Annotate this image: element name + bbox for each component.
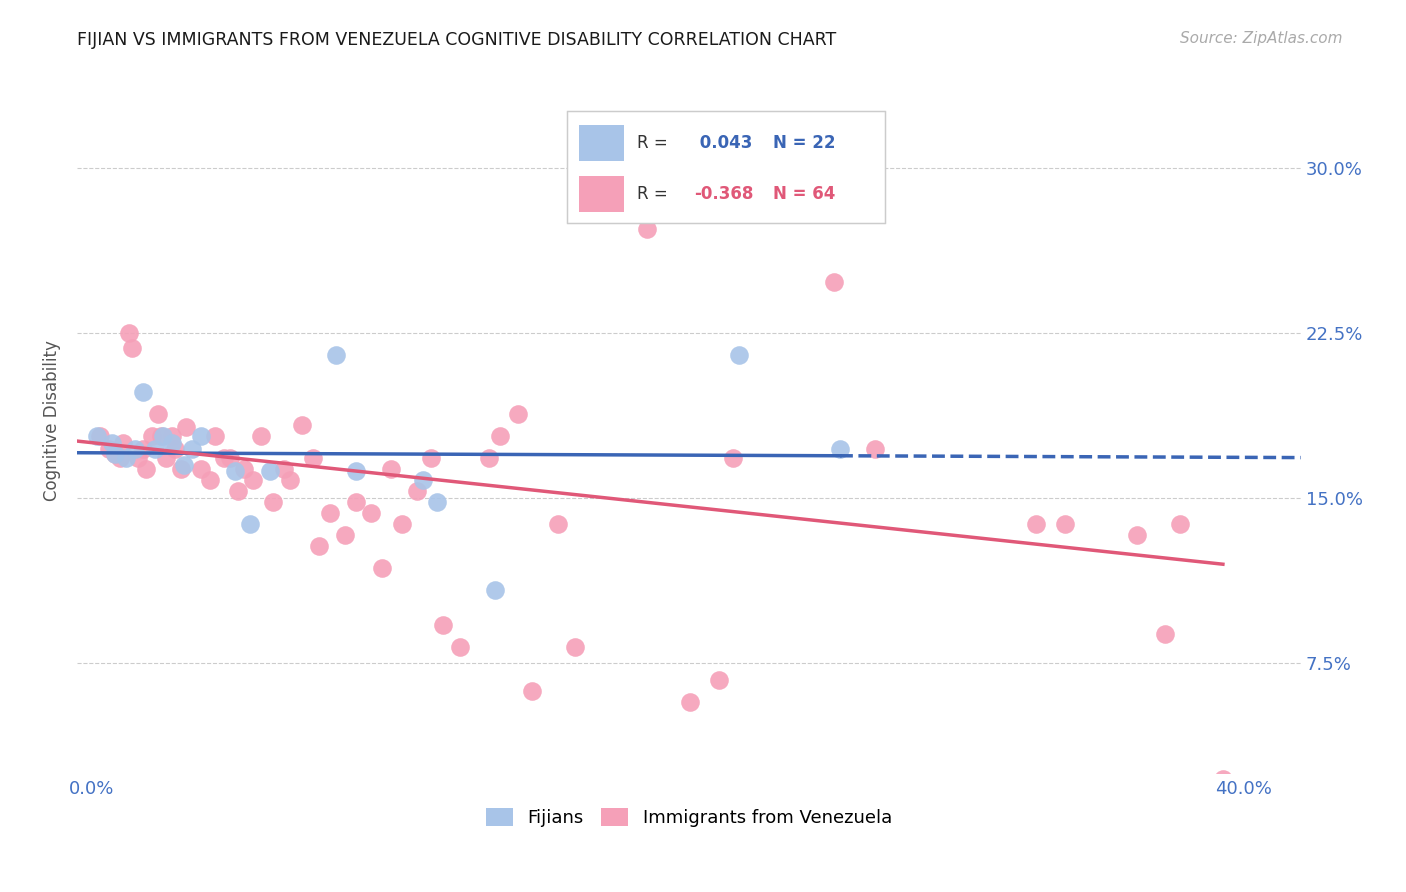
Point xyxy=(124,442,146,457)
Point xyxy=(97,442,120,457)
Point xyxy=(181,442,204,457)
Point xyxy=(259,464,281,478)
Point xyxy=(146,407,169,421)
Point xyxy=(239,517,262,532)
Point xyxy=(132,442,155,457)
Point xyxy=(204,429,226,443)
Point xyxy=(302,451,325,466)
Point xyxy=(176,420,198,434)
Point xyxy=(1168,517,1191,532)
Point xyxy=(1125,528,1147,542)
Point xyxy=(143,442,166,457)
Point xyxy=(103,447,125,461)
Point xyxy=(564,640,586,655)
Point xyxy=(103,447,125,461)
Point xyxy=(141,429,163,443)
Point xyxy=(344,495,367,509)
Point xyxy=(190,462,212,476)
Point xyxy=(360,506,382,520)
Point xyxy=(1025,517,1047,532)
Point xyxy=(262,495,284,509)
Point xyxy=(723,451,745,466)
Point xyxy=(149,429,172,443)
Text: FIJIAN VS IMMIGRANTS FROM VENEZUELA COGNITIVE DISABILITY CORRELATION CHART: FIJIAN VS IMMIGRANTS FROM VENEZUELA COGN… xyxy=(77,31,837,49)
Point xyxy=(371,561,394,575)
Point xyxy=(506,407,529,421)
Point xyxy=(478,451,501,466)
Point xyxy=(1053,517,1076,532)
Point xyxy=(707,673,730,688)
Point xyxy=(621,178,644,193)
Point xyxy=(173,458,195,472)
Point xyxy=(112,435,135,450)
Point xyxy=(115,451,138,466)
Point xyxy=(155,451,177,466)
Point xyxy=(547,517,569,532)
Point xyxy=(1212,772,1234,787)
Point xyxy=(135,462,157,476)
Point xyxy=(250,429,273,443)
Point xyxy=(449,640,471,655)
Point xyxy=(224,464,246,478)
Legend: Fijians, Immigrants from Venezuela: Fijians, Immigrants from Venezuela xyxy=(478,800,900,834)
Point xyxy=(242,473,264,487)
Point xyxy=(391,517,413,532)
Point xyxy=(520,684,543,698)
Point xyxy=(308,539,330,553)
Point xyxy=(226,484,249,499)
Point xyxy=(1154,627,1177,641)
Point xyxy=(432,618,454,632)
Point xyxy=(170,462,193,476)
Text: Source: ZipAtlas.com: Source: ZipAtlas.com xyxy=(1180,31,1343,46)
Point xyxy=(160,429,183,443)
Point xyxy=(89,429,111,443)
Point xyxy=(218,451,240,466)
Point xyxy=(212,451,235,466)
Point xyxy=(828,442,851,457)
Point xyxy=(110,451,132,466)
Point xyxy=(863,442,886,457)
Point xyxy=(132,384,155,399)
Point xyxy=(233,462,256,476)
Point xyxy=(412,473,434,487)
Point xyxy=(484,583,506,598)
Point xyxy=(823,275,845,289)
Point xyxy=(100,435,122,450)
Point xyxy=(325,348,347,362)
Point xyxy=(86,429,108,443)
Point xyxy=(578,134,600,148)
Point xyxy=(160,435,183,450)
Point xyxy=(273,462,295,476)
Point xyxy=(636,222,658,236)
Point xyxy=(405,484,427,499)
Point xyxy=(121,341,143,355)
Point xyxy=(163,442,186,457)
Y-axis label: Cognitive Disability: Cognitive Disability xyxy=(44,340,60,501)
Point xyxy=(319,506,342,520)
Point xyxy=(118,326,141,340)
Point xyxy=(489,429,512,443)
Point xyxy=(190,429,212,443)
Point xyxy=(198,473,221,487)
Point xyxy=(333,528,356,542)
Point xyxy=(426,495,449,509)
Point xyxy=(127,451,149,466)
Point xyxy=(152,429,174,443)
Point xyxy=(278,473,301,487)
Point xyxy=(420,451,443,466)
Point xyxy=(728,348,751,362)
Point xyxy=(679,695,702,709)
Point xyxy=(380,462,402,476)
Point xyxy=(291,417,314,432)
Point xyxy=(344,464,367,478)
